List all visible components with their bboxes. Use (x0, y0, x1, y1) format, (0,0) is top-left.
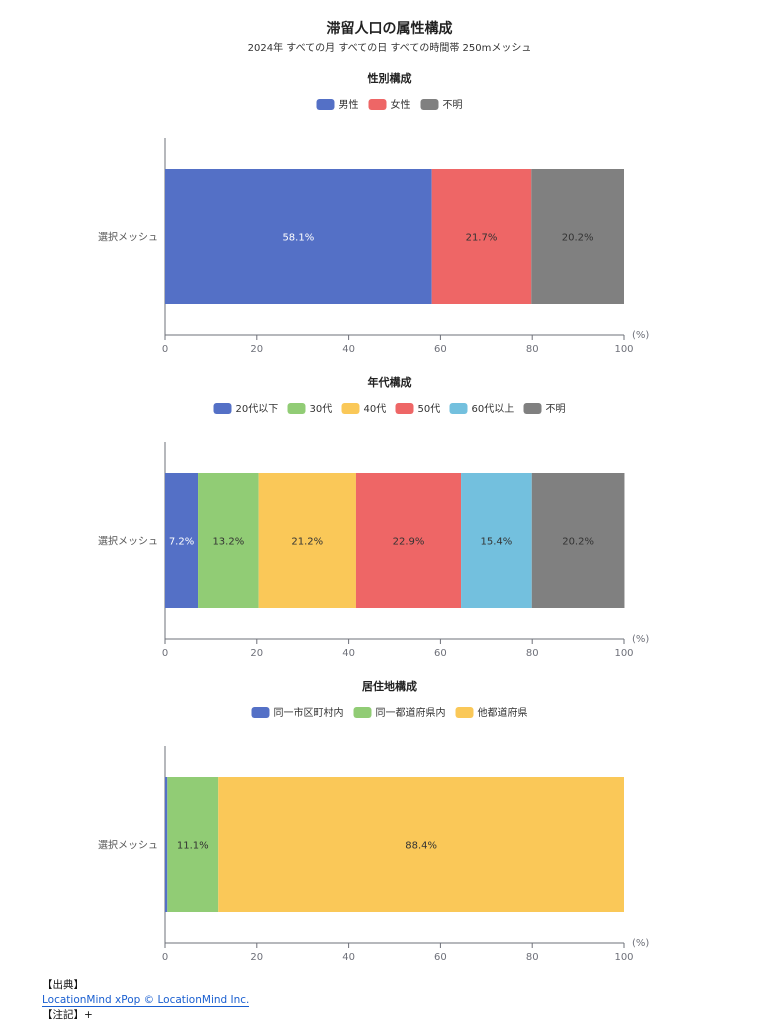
x-tick-label: 80 (526, 344, 539, 355)
source-heading: 【出典】 (42, 979, 84, 991)
bar-segment (431, 169, 532, 304)
legend-label: 50代 (418, 403, 441, 415)
x-tick-label: 80 (526, 648, 539, 659)
x-tick-label: 20 (250, 344, 263, 355)
legend-label: 女性 (391, 98, 411, 111)
legend-label: 男性 (339, 98, 359, 111)
x-tick-label: 80 (526, 952, 539, 963)
legend-label: 他都道府県 (478, 706, 528, 719)
x-tick-label: 60 (434, 344, 447, 355)
x-tick-label: 0 (162, 344, 168, 355)
legend-swatch (213, 403, 232, 414)
x-tick-label: 0 (162, 648, 168, 659)
chart-title: 年代構成 (368, 375, 412, 389)
chart-title: 性別構成 (368, 71, 412, 85)
legend-swatch (287, 403, 306, 414)
bar-segment (355, 473, 462, 608)
x-unit-label: (%) (632, 634, 649, 645)
bar-segment (165, 169, 432, 304)
legend-swatch (523, 403, 542, 414)
x-unit-label: (%) (632, 330, 649, 341)
page-subtitle: 2024年 すべての月 すべての日 すべての時間帯 250mメッシュ (247, 43, 532, 54)
legend-label: 同一市区町村内 (274, 706, 344, 719)
legend-label: 20代以下 (236, 403, 279, 415)
x-tick-label: 40 (342, 952, 355, 963)
x-tick-label: 20 (250, 952, 263, 963)
x-tick-label: 0 (162, 952, 168, 963)
data-label: 20.2% (562, 233, 594, 244)
legend-swatch (353, 707, 372, 718)
bar-segment (165, 473, 199, 608)
data-label: 20.2% (562, 537, 594, 548)
x-tick-label: 40 (342, 344, 355, 355)
data-label: 7.2% (169, 537, 194, 548)
legend-swatch (251, 707, 270, 718)
legend-label: 不明 (443, 99, 463, 111)
category-label: 選択メッシュ (98, 839, 158, 852)
bar-segment (531, 169, 624, 304)
x-tick-label: 20 (250, 648, 263, 659)
legend-label: 不明 (546, 403, 566, 415)
legend-swatch (455, 707, 474, 718)
legend-swatch (449, 403, 468, 414)
legend-label: 30代 (310, 403, 333, 415)
bar-segment (167, 777, 219, 912)
category-label: 選択メッシュ (98, 535, 158, 548)
legend-swatch (368, 99, 387, 110)
data-label: 21.2% (291, 537, 323, 548)
bar-segment (531, 473, 625, 608)
residence-chart: 居住地構成同一市区町村内 同一都道府県内 他都道府県選択メッシュ 11.1% 88.4%… (0, 670, 779, 970)
bar-segment (165, 777, 168, 912)
age-chart: 年代構成 20代以下 30代 40代 50代 60代以上 不明選択メッシュ 7.2% 13.2%… (0, 366, 779, 666)
legend-swatch (316, 99, 335, 110)
source-link[interactable]: LocationMind xPop © LocationMind Inc. (42, 994, 250, 1007)
data-label: 13.2% (212, 537, 244, 548)
page-title: 滞留人口の属性構成 (326, 21, 453, 37)
x-tick-label: 100 (614, 648, 633, 659)
gender-chart: 性別構成 男性 女性 不明選択メッシュ 58.1% 21.7% 20.2% 0 20 40 60 80… (0, 62, 779, 362)
legend-swatch (420, 99, 439, 110)
data-label: 11.1% (177, 841, 209, 852)
x-tick-label: 100 (614, 344, 633, 355)
x-tick-label: 40 (342, 648, 355, 659)
legend-swatch (395, 403, 414, 414)
chart-title: 居住地構成 (362, 679, 417, 693)
data-label: 88.4% (405, 841, 437, 852)
bar-segment (461, 473, 532, 608)
footer: 【出典】 LocationMind xPop © LocationMind In… (42, 978, 250, 1023)
data-label: 22.9% (393, 537, 425, 548)
x-tick-label: 60 (434, 952, 447, 963)
legend-label: 同一都道府県内 (376, 706, 446, 719)
legend-label: 60代以上 (472, 403, 515, 415)
data-label: 58.1% (282, 233, 314, 244)
bar-segment (198, 473, 259, 608)
x-tick-label: 60 (434, 648, 447, 659)
legend-label: 40代 (364, 403, 387, 415)
data-label: 15.4% (481, 537, 513, 548)
bar-segment (218, 777, 624, 912)
notes-toggle[interactable]: 【注記】+ (42, 1009, 93, 1021)
data-label: 21.7% (466, 233, 498, 244)
legend-swatch (341, 403, 360, 414)
bar-segment (258, 473, 356, 608)
x-unit-label: (%) (632, 938, 649, 949)
category-label: 選択メッシュ (98, 231, 158, 244)
x-tick-label: 100 (614, 952, 633, 963)
